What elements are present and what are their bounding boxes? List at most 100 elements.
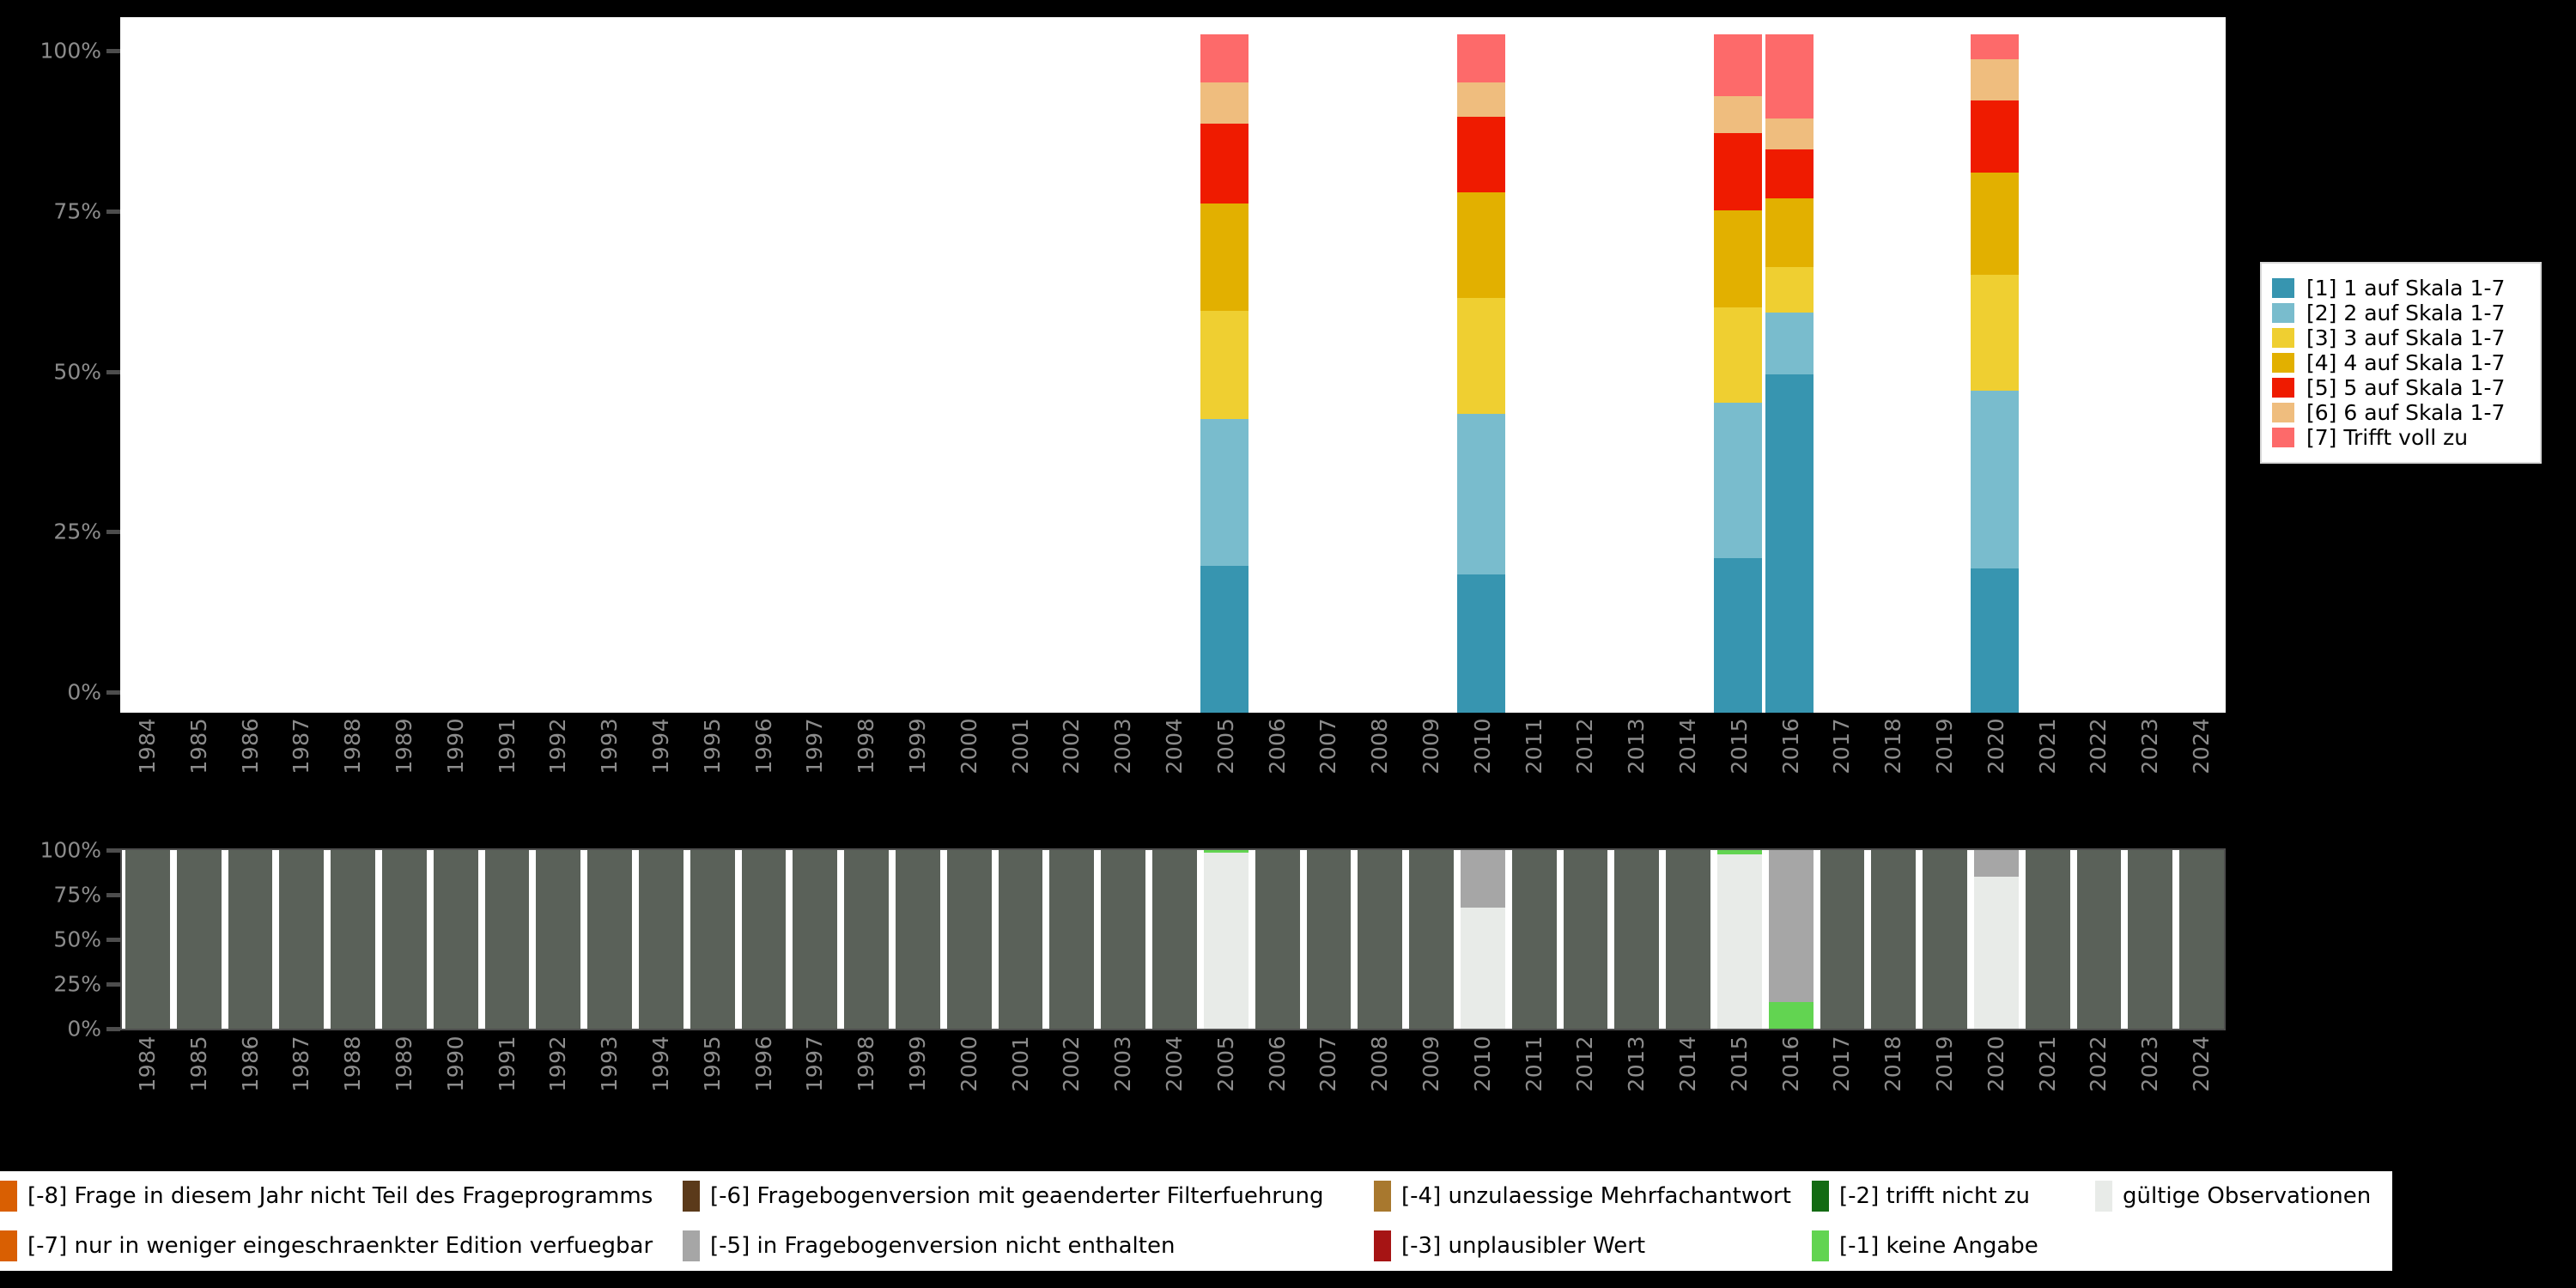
availability-x-tick-label-2003: 2003 <box>1110 1036 1136 1092</box>
availability-bar-2011[interactable] <box>1511 850 1557 1029</box>
missing-legend-item[interactable]: [-1] keine Angabe <box>1812 1221 2038 1271</box>
x-tick-label-2004: 2004 <box>1162 718 1187 775</box>
availability-bar-2022[interactable] <box>2076 850 2122 1029</box>
stacked-bar-2015[interactable] <box>1713 34 1762 713</box>
availability-segment--8 <box>1101 850 1146 1029</box>
availability-bar-2023[interactable] <box>2128 850 2173 1029</box>
availability-bar-1996[interactable] <box>741 850 787 1029</box>
bar-segment-5 <box>1456 117 1505 193</box>
availability-x-tick-label-2008: 2008 <box>1367 1036 1393 1092</box>
bar-segment-7 <box>1200 34 1249 83</box>
missing-legend-item[interactable]: [-2] trifft nicht zu <box>1812 1171 2038 1221</box>
x-tick-label-2016: 2016 <box>1777 718 1803 775</box>
availability-segment--8 <box>1563 850 1608 1029</box>
availability-bar-2000[interactable] <box>946 850 992 1029</box>
availability-bar-1991[interactable] <box>484 850 530 1029</box>
availability-x-tick-label-2007: 2007 <box>1315 1036 1341 1092</box>
availability-bar-2005[interactable] <box>1203 850 1249 1029</box>
availability-bar-2009[interactable] <box>1409 850 1454 1029</box>
stacked-bar-2016[interactable] <box>1765 34 1814 713</box>
availability-x-tick-label-1997: 1997 <box>802 1036 828 1092</box>
availability-bar-2016[interactable] <box>1768 850 1814 1029</box>
availability-segment--8 <box>2076 850 2122 1029</box>
availability-bar-1995[interactable] <box>690 850 735 1029</box>
legend-item-1[interactable]: [1] 1 auf Skala 1-7 <box>2272 276 2530 301</box>
legend-item-4[interactable]: [4] 4 auf Skala 1-7 <box>2272 350 2530 375</box>
availability-bar-1999[interactable] <box>896 850 940 1029</box>
availability-bar-2014[interactable] <box>1666 850 1710 1029</box>
missing-legend-item[interactable]: [-4] unzulaessige Mehrfachantwort <box>1374 1171 1791 1221</box>
stacked-bar-2010[interactable] <box>1456 34 1505 713</box>
missing-legend-item[interactable]: gültige Observationen <box>2095 1171 2371 1221</box>
availability-x-tick-label-2021: 2021 <box>2034 1036 2060 1092</box>
availability-segment--8 <box>639 850 683 1029</box>
missing-legend-swatch-icon <box>683 1181 700 1212</box>
availability-bar-1986[interactable] <box>228 850 273 1029</box>
missing-legend-item[interactable]: [-5] in Fragebogenversion nicht enthalte… <box>683 1221 1323 1271</box>
missing-legend-item[interactable]: [-6] Fragebogenversion mit geaenderter F… <box>683 1171 1323 1221</box>
missing-legend-item[interactable]: [-8] Frage in diesem Jahr nicht Teil des… <box>0 1171 653 1221</box>
availability-bar-2008[interactable] <box>1358 850 1403 1029</box>
availability-bar-2001[interactable] <box>998 850 1043 1029</box>
availability-bar-2003[interactable] <box>1101 850 1146 1029</box>
bar-segment-3 <box>1765 267 1814 313</box>
legend-item-3[interactable]: [3] 3 auf Skala 1-7 <box>2272 325 2530 350</box>
availability-x-tick-label-2014: 2014 <box>1675 1036 1701 1092</box>
bar-segment-2 <box>1200 418 1249 566</box>
stacked-bar-2020[interactable] <box>1970 34 2019 713</box>
legend-item-7[interactable]: [7] Trifft voll zu <box>2272 425 2530 450</box>
availability-x-tick-label-2019: 2019 <box>1932 1036 1958 1092</box>
availability-bar-2021[interactable] <box>2025 850 2070 1029</box>
legend-item-label: [7] Trifft voll zu <box>2306 425 2469 450</box>
availability-bar-1985[interactable] <box>176 850 222 1029</box>
availability-bar-2002[interactable] <box>1049 850 1095 1029</box>
availability-bar-1993[interactable] <box>587 850 633 1029</box>
availability-bar-2004[interactable] <box>1152 850 1197 1029</box>
missing-legend-column-5: gültige Observationen <box>2095 1171 2371 1271</box>
availability-bar-2012[interactable] <box>1563 850 1608 1029</box>
availability-bar-2013[interactable] <box>1614 850 1660 1029</box>
availability-bar-2017[interactable] <box>1820 850 1865 1029</box>
availability-bar-2007[interactable] <box>1306 850 1352 1029</box>
availability-x-tick-label-2002: 2002 <box>1059 1036 1084 1092</box>
legend-item-2[interactable]: [2] 2 auf Skala 1-7 <box>2272 301 2530 325</box>
availability-bar-2006[interactable] <box>1255 850 1300 1029</box>
missing-legend-item[interactable]: [-3] unplausibler Wert <box>1374 1221 1791 1271</box>
availability-bar-1984[interactable] <box>125 850 170 1029</box>
availability-segment--5 <box>1460 850 1505 908</box>
missing-legend-column-1: [-8] Frage in diesem Jahr nicht Teil des… <box>0 1171 653 1271</box>
availability-bar-2010[interactable] <box>1460 850 1505 1029</box>
x-tick-label-1988: 1988 <box>340 718 366 775</box>
missing-legend-label: [-1] keine Angabe <box>1839 1233 2038 1259</box>
legend-swatch-icon <box>2272 378 2294 398</box>
availability-bar-1997[interactable] <box>793 850 838 1029</box>
stacked-bar-2005[interactable] <box>1200 34 1249 713</box>
availability-bar-2018[interactable] <box>1871 850 1917 1029</box>
legend-item-6[interactable]: [6] 6 auf Skala 1-7 <box>2272 400 2530 425</box>
availability-bar-1987[interactable] <box>279 850 325 1029</box>
availability-bar-2020[interactable] <box>1973 850 2019 1029</box>
availability-bar-2015[interactable] <box>1716 850 1762 1029</box>
legend-item-5[interactable]: [5] 5 auf Skala 1-7 <box>2272 375 2530 400</box>
missing-legend-swatch-icon <box>1812 1181 1829 1212</box>
availability-bar-1988[interactable] <box>331 850 376 1029</box>
availability-bar-1989[interactable] <box>382 850 427 1029</box>
availability-bar-1994[interactable] <box>639 850 683 1029</box>
availability-panel <box>120 848 2226 1030</box>
missing-legend-item[interactable]: [-7] nur in weniger eingeschraenkter Edi… <box>0 1221 653 1271</box>
availability-bar-1990[interactable] <box>433 850 478 1029</box>
main-x-axis: 1984 1985 1986 1987 1988 1989 1990 1991 1992 1993… <box>120 718 2226 821</box>
bar-segment-5 <box>1713 133 1762 210</box>
x-tick-label-1990: 1990 <box>442 718 468 775</box>
y-tick-label: 25% <box>53 519 101 544</box>
main-y-axis: 0% 25% 50% 75% 100% <box>0 17 120 713</box>
availability-x-tick-label-2004: 2004 <box>1162 1036 1187 1092</box>
availability-bar-2019[interactable] <box>1923 850 1967 1029</box>
availability-bar-1992[interactable] <box>536 850 581 1029</box>
availability-bar-2024[interactable] <box>2179 850 2224 1029</box>
y-tick-mark <box>106 209 120 214</box>
availability-bar-1998[interactable] <box>844 850 890 1029</box>
x-tick-label-2000: 2000 <box>956 718 981 775</box>
missing-legend-swatch-icon <box>1374 1181 1391 1212</box>
availability-x-tick-label-1987: 1987 <box>289 1036 314 1092</box>
